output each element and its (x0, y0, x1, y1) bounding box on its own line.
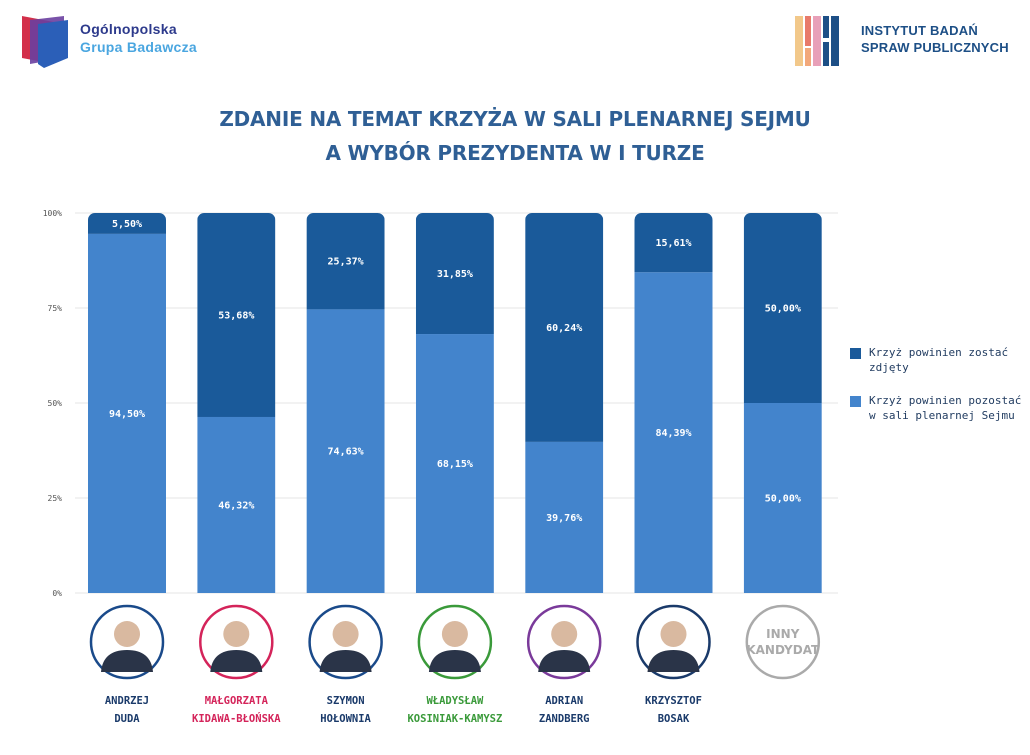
candidate-name-line2: ZANDBERG (539, 713, 590, 725)
data-label-stay: 68,15% (437, 459, 473, 470)
data-label-removed: 5,50% (112, 219, 142, 230)
data-label-stay: 46,32% (218, 500, 254, 511)
ogolnopolska-grupa-badawcza-logo: Ogólnopolska Grupa Badawcza (20, 14, 220, 70)
bar-segment-stay (743, 403, 822, 593)
candidate-name-line1: ADRIAN (545, 695, 583, 707)
avatar-body (319, 650, 372, 672)
avatar-face (223, 621, 250, 647)
bar-group (634, 213, 713, 593)
avatar-face (551, 621, 578, 647)
candidate-name-line2: KOSINIAK-KAMYSZ (407, 713, 502, 725)
bar-segment-removed (306, 213, 385, 310)
y-tick-label: 100% (43, 209, 62, 218)
bar-segment-removed (415, 213, 494, 335)
bar-segment-stay (525, 441, 604, 593)
avatar-face (441, 621, 468, 647)
candidate-name-line1: KRZYSZTOF (645, 695, 702, 707)
bar-group (415, 213, 494, 593)
bar-segment-removed (634, 213, 713, 273)
legend-label-removed: Krzyż powinien zostać zdjęty (869, 346, 1009, 374)
avatar-text: KANDYDAT (746, 643, 820, 657)
data-label-stay: 74,63% (328, 447, 364, 458)
data-label-stay: 84,39% (655, 428, 691, 439)
left-logo-line1: Ogólnopolska (80, 21, 177, 37)
data-label-removed: 53,68% (218, 310, 254, 321)
bar-segment-stay (88, 233, 166, 593)
instytut-badan-logo: INSTYTUT BADAŃ SPRAW PUBLICZNYCH (795, 14, 1015, 70)
bar-group (197, 213, 276, 593)
avatar-face (660, 621, 687, 647)
bar-group (525, 213, 604, 593)
legend-item-stay: Krzyż powinien pozostać w sali plenarnej… (850, 393, 1025, 423)
left-logo-line2: Grupa Badawcza (80, 39, 198, 55)
chart-legend: Krzyż powinien zostać zdjęty Krzyż powin… (850, 345, 1025, 441)
legend-swatch-light (850, 396, 861, 407)
bar-group (88, 213, 166, 593)
candidate-name-line2: KIDAWA-BŁOŃSKA (192, 712, 281, 725)
data-label-removed: 31,85% (437, 269, 473, 280)
data-label-stay: 50,00% (765, 494, 801, 505)
candidate-name-line1: WŁADYSŁAW (426, 695, 484, 707)
candidate-name-line2: BOSAK (658, 713, 690, 725)
avatar-body (538, 650, 591, 672)
legend-label-stay-line2: w sali plenarnej Sejmu (869, 409, 1015, 422)
bar-segment-removed (197, 213, 276, 417)
data-label-removed: 15,61% (655, 238, 691, 249)
bar-group (743, 213, 822, 593)
bar-segment-removed (743, 213, 822, 403)
avatar-body (101, 650, 153, 672)
data-label-removed: 60,24% (546, 323, 582, 334)
candidate-name-line2: DUDA (114, 713, 140, 725)
bar-segment-stay (415, 334, 494, 593)
bar-segment-stay (197, 416, 276, 593)
candidate-name-line1: MAŁGORZATA (205, 695, 269, 707)
candidate-name-line2: HOŁOWNIA (320, 713, 371, 725)
chart-title: ZDANIE NA TEMAT KRZYŻA W SALI PLENARNEJ … (180, 102, 850, 170)
candidate-avatar (745, 604, 821, 680)
chart-title-line2: A WYBÓR PREZYDENTA W I TURZE (325, 141, 705, 165)
bar-segment-stay (634, 272, 713, 593)
y-tick-label: 50% (48, 399, 63, 408)
data-label-removed: 25,37% (328, 257, 364, 268)
legend-swatch-dark (850, 348, 861, 359)
bars-logo-icon (795, 16, 839, 66)
candidate-name-line1: SZYMON (327, 695, 365, 707)
candidate-name-line1: ANDRZEJ (105, 695, 149, 707)
data-label-stay: 94,50% (109, 409, 145, 420)
data-label-removed: 50,00% (765, 304, 801, 315)
avatar-face (332, 621, 359, 647)
bar-segment-stay (306, 309, 385, 593)
legend-item-removed: Krzyż powinien zostać zdjęty (850, 345, 1025, 375)
avatar-text: INNY (766, 627, 800, 641)
avatar-body (647, 650, 700, 672)
y-tick-label: 0% (52, 589, 62, 598)
right-logo-line1: INSTYTUT BADAŃ (861, 23, 978, 38)
avatar-body (428, 650, 481, 672)
shield-logo-icon (22, 16, 68, 68)
avatar-body (210, 650, 263, 672)
data-label-stay: 39,76% (546, 513, 582, 524)
bar-segment-removed (525, 213, 604, 442)
legend-label-stay-line1: Krzyż powinien pozostać (869, 394, 1022, 407)
bar-segment-removed (88, 213, 166, 234)
avatar-face (114, 621, 140, 647)
bar-group (306, 213, 385, 593)
y-tick-label: 25% (48, 494, 63, 503)
right-logo-line2: SPRAW PUBLICZNYCH (861, 40, 1009, 55)
chart-title-line1: ZDANIE NA TEMAT KRZYŻA W SALI PLENARNEJ … (219, 107, 811, 131)
y-tick-label: 75% (48, 304, 63, 313)
